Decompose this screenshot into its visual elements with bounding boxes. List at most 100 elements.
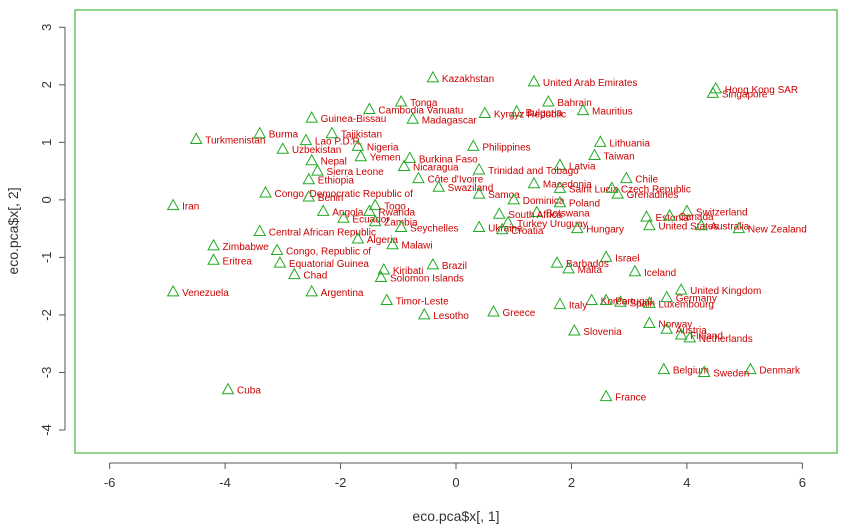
point-label: Yemen: [370, 153, 401, 164]
point-marker: [542, 95, 555, 107]
point-label: United Arab Emirates: [543, 78, 638, 89]
point-marker: [683, 330, 697, 343]
data-point: Tajikistan: [325, 126, 382, 141]
point-label: Sweden: [713, 368, 749, 379]
point-label: Samoa: [488, 190, 520, 201]
point-marker: [253, 224, 267, 236]
point-label: Croatia: [511, 226, 544, 237]
data-point: Chile: [619, 171, 659, 186]
data-point: Lithuania: [593, 135, 650, 149]
point-label: Zimbabwe: [223, 242, 270, 253]
point-label: United Kingdom: [690, 286, 761, 297]
data-point: Venezuela: [166, 284, 229, 299]
point-marker: [394, 220, 408, 232]
data-point: Trinidad and Tobago: [472, 162, 579, 177]
point-marker: [363, 102, 376, 115]
point-label: Belgium: [673, 366, 709, 377]
data-point: Switzerland: [680, 204, 748, 218]
point-label: Latvia: [569, 161, 596, 172]
data-point: Tonga: [394, 95, 438, 109]
point-marker: [611, 187, 624, 199]
point-marker: [299, 133, 313, 146]
data-point: Zimbabwe: [207, 238, 270, 253]
point-marker: [472, 187, 486, 199]
point-label: Singapore: [722, 89, 768, 100]
point-marker: [406, 112, 420, 124]
point-label: Congo, Republic of: [286, 246, 371, 257]
data-point: Iceland: [628, 264, 676, 279]
point-label: Venezuela: [182, 288, 229, 299]
data-point: Israel: [599, 250, 640, 264]
data-point: Bahrain: [542, 95, 592, 109]
data-point: Benin: [302, 189, 343, 204]
point-label: Macedonia: [543, 180, 592, 191]
data-point: Austria: [660, 322, 707, 336]
data-point: Slovenia: [567, 323, 622, 338]
data-point: Lesotho: [417, 307, 469, 322]
data-point: Taiwan: [588, 148, 635, 163]
point-label: Switzerland: [696, 207, 748, 218]
point-marker: [316, 204, 330, 216]
point-label: Iran: [182, 202, 199, 213]
point-marker: [487, 305, 500, 317]
point-label: Hong Kong SAR: [725, 85, 798, 96]
data-point: Ethiopia: [302, 172, 354, 187]
data-point: Yemen: [354, 149, 401, 164]
data-point: Portugal: [599, 293, 652, 308]
data-point: Madagascar: [406, 112, 478, 126]
data-point: Kazakhstan: [426, 70, 494, 85]
data-point: Singapore: [706, 86, 768, 100]
data-point: Norway: [643, 316, 692, 331]
point-label: Germany: [676, 294, 717, 305]
point-label: Grenadines: [627, 190, 679, 201]
point-label: Kazakhstan: [442, 74, 494, 85]
point-label: Netherlands: [699, 334, 753, 345]
point-marker: [599, 293, 613, 306]
data-point: Germany: [660, 290, 717, 305]
point-label: Madagascar: [422, 115, 478, 126]
point-label: Taiwan: [604, 152, 635, 163]
point-marker: [614, 295, 627, 307]
data-point: Turkmenistan: [189, 132, 265, 146]
point-label: Argentina: [321, 288, 364, 299]
data-point: Malta: [562, 261, 602, 276]
data-point: Ecuador: [337, 211, 390, 225]
point-marker: [472, 220, 486, 232]
point-marker: [403, 151, 417, 163]
data-point: Finland: [674, 328, 723, 342]
point-marker: [166, 198, 180, 211]
point-label: Cuba: [237, 386, 261, 397]
point-marker: [432, 180, 446, 192]
point-marker: [643, 218, 656, 231]
data-point: Nicaragua: [397, 159, 459, 173]
point-marker: [189, 132, 203, 144]
point-label: Israel: [615, 253, 639, 264]
point-marker: [417, 307, 431, 320]
data-point: Czech Republic: [605, 181, 691, 195]
point-marker: [585, 293, 599, 306]
point-label: Seychelles: [410, 223, 458, 234]
point-marker: [221, 382, 235, 395]
x-tick-label: 2: [568, 475, 575, 490]
data-point: Angola: [316, 204, 364, 218]
point-marker: [305, 153, 319, 166]
data-point: Iran: [166, 198, 199, 213]
point-marker: [207, 253, 220, 265]
point-marker: [553, 158, 567, 170]
point-label: Turkmenistan: [205, 135, 265, 146]
y-tick-label: 2: [39, 81, 54, 88]
point-label: Tonga: [410, 98, 438, 109]
point-marker: [351, 139, 365, 151]
y-tick-label: 3: [39, 24, 54, 31]
point-marker: [674, 283, 688, 295]
data-point: Australia: [694, 218, 750, 233]
point-label: Nigeria: [367, 142, 399, 153]
point-label: Uzbekistan: [292, 145, 341, 156]
data-point: Poland: [553, 195, 600, 210]
point-label: United States: [658, 222, 718, 233]
point-marker: [426, 257, 440, 270]
point-marker: [553, 181, 567, 193]
data-point: Bulgaria: [510, 104, 563, 119]
point-marker: [510, 104, 523, 117]
plot-frame: [74, 9, 838, 454]
